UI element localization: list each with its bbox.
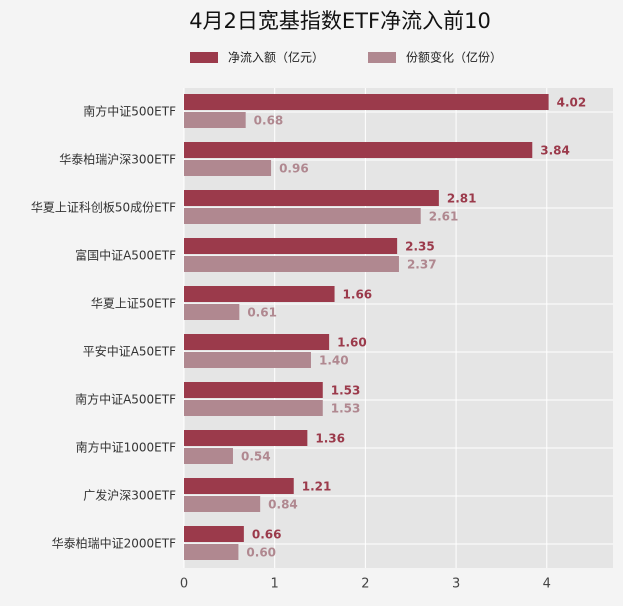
- bar: [184, 334, 330, 350]
- legend-swatch: [368, 52, 396, 63]
- value-label: 1.60: [337, 336, 367, 350]
- y-tick-label: 富国中证A500ETF: [75, 248, 176, 263]
- value-label: 0.60: [246, 546, 276, 560]
- bar: [184, 256, 399, 272]
- value-label: 1.53: [331, 384, 361, 398]
- y-tick-label: 华夏上证50ETF: [91, 297, 176, 311]
- y-tick-label: 南方中证500ETF: [83, 104, 176, 119]
- chart-title: 4月2日宽基指数ETF净流入前10: [189, 9, 491, 33]
- bar: [184, 400, 323, 416]
- value-label: 0.68: [254, 114, 284, 128]
- y-tick-label: 华泰柏瑞沪深300ETF: [59, 152, 176, 167]
- x-tick-label: 0: [180, 577, 188, 592]
- bar: [184, 304, 240, 320]
- value-label: 0.61: [247, 306, 277, 320]
- bar: [184, 190, 439, 206]
- bar: [184, 286, 335, 302]
- value-label: 0.66: [252, 528, 282, 542]
- bar: [184, 94, 549, 110]
- value-label: 2.81: [447, 192, 477, 206]
- value-label: 2.61: [429, 210, 459, 224]
- x-tick-label: 2: [361, 577, 369, 592]
- value-label: 4.02: [557, 96, 587, 110]
- bar: [184, 208, 421, 224]
- x-tick-label: 4: [543, 577, 551, 592]
- value-label: 1.36: [315, 432, 345, 446]
- y-tick-label: 广发沪深300ETF: [83, 488, 176, 503]
- bar: [184, 430, 308, 446]
- bar: [184, 112, 246, 128]
- legend-label: 份额变化（亿份）: [406, 50, 502, 65]
- value-label: 0.54: [241, 450, 271, 464]
- bar: [184, 142, 533, 158]
- bar: [184, 496, 261, 512]
- bar: [184, 448, 233, 464]
- value-label: 1.66: [343, 288, 373, 302]
- value-label: 0.96: [279, 162, 309, 176]
- value-label: 3.84: [540, 144, 570, 158]
- value-label: 0.84: [268, 498, 298, 512]
- value-label: 2.35: [405, 240, 435, 254]
- bar: [184, 238, 398, 254]
- bar: [184, 526, 244, 542]
- legend-label: 净流入额（亿元）: [228, 50, 324, 65]
- x-tick-label: 3: [452, 577, 460, 592]
- y-tick-label: 华夏上证科创板50成份ETF: [31, 201, 176, 215]
- bar: [184, 160, 272, 176]
- y-tick-label: 华泰柏瑞中证2000ETF: [52, 536, 176, 551]
- value-label: 2.37: [407, 258, 437, 272]
- bar: [184, 478, 294, 494]
- y-tick-label: 南方中证1000ETF: [76, 440, 176, 455]
- value-label: 1.40: [319, 354, 349, 368]
- legend-swatch: [190, 52, 218, 63]
- x-tick-label: 1: [271, 577, 279, 592]
- y-tick-label: 南方中证A500ETF: [75, 392, 176, 407]
- value-label: 1.53: [331, 402, 361, 416]
- bar: [184, 544, 239, 560]
- y-tick-label: 平安中证A50ETF: [83, 344, 176, 359]
- bar: [184, 382, 323, 398]
- bar: [184, 352, 311, 368]
- value-label: 1.21: [302, 480, 332, 494]
